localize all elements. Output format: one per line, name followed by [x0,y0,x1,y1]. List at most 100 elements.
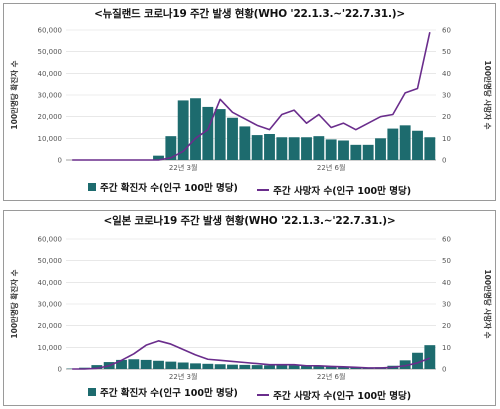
new-zealand-chart-panel: <뉴질랜드 코로나19 주간 발생 현황(WHO '22.1.3.~'22.7.… [3,3,496,201]
bar [165,136,177,160]
y-tick-label: 60,000 [38,236,63,244]
y2-tick-label: 50 [442,257,451,265]
legend-line-swatch [257,189,270,191]
bar [214,109,226,160]
x-tick-label: 22년 3월 [169,163,197,172]
bar [325,366,337,369]
bar [399,360,411,369]
legend-bar-swatch [87,388,96,396]
deaths-line [72,31,431,161]
legend-item-cases: 주간 확진자 수(인구 100만 명당) [87,385,238,399]
y2-tick-label: 0 [442,157,446,165]
y-tick-label: 50,000 [38,48,63,56]
legend-bar-swatch [87,183,96,191]
bar [375,138,386,160]
y-tick-label: 10,000 [38,344,63,352]
y2-tick-label: 20 [442,322,451,330]
bar [251,135,263,160]
legend-line-swatch [257,394,270,396]
bar [276,137,288,160]
bar [325,139,337,160]
y-tick-label: 40,000 [38,279,63,287]
y2-tick-label: 60 [442,27,451,35]
y-tick-label: 50,000 [38,257,63,265]
legend-label-cases: 주간 확진자 수(인구 100만 명당) [99,388,238,399]
bar [190,98,201,160]
bar [202,363,214,369]
x-tick-label: 22년 6월 [317,372,345,381]
y-tick-label: 60,000 [38,27,63,35]
y2-tick-label: 60 [442,236,451,244]
legend-item-deaths: 주간 사망자 수(인구 100만 명당) [257,183,411,197]
bar [239,126,251,160]
y2-tick-label: 40 [442,279,451,287]
bar [264,134,275,160]
new-zealand-chart: 0 10,000 20,000 30,000 40,000 50,000 60,000 0 10… [9,27,493,173]
y-tick-label: 0 [58,366,62,374]
bar [412,352,423,369]
bar [165,361,177,369]
bar [128,359,140,369]
y-tick-label: 40,000 [38,70,63,78]
bar [177,100,189,160]
y-tick-label: 10,000 [38,135,63,143]
y2-axis-label: 100만명당 사망자 수 [483,60,493,129]
japan-chart-panel: <일본 코로나19 주간 발생 현황(WHO '22.1.3.~'22.7.31… [3,210,496,406]
bar [301,137,312,160]
legend-item-cases: 주간 확진자 수(인구 100만 명당) [87,180,238,194]
bar [338,366,349,369]
y2-tick-label: 0 [442,366,446,374]
y-tick-label: 20,000 [38,113,63,121]
bar [338,140,349,160]
legend-label-deaths: 주간 사망자 수(인구 100만 명당) [273,391,412,402]
bar [424,137,436,160]
chart-title: <일본 코로나19 주간 발생 현황(WHO '22.1.3.~'22.7.31… [103,215,396,227]
y-tick-label: 20,000 [38,322,63,330]
y2-tick-label: 30 [442,301,451,309]
bar [301,365,312,369]
bar [399,125,411,160]
bar [227,364,238,369]
bar [288,137,300,160]
y-tick-label: 30,000 [38,301,63,309]
y2-tick-label: 50 [442,48,451,56]
bar [362,144,374,160]
chart-legend: 주간 확진자 수(인구 100만 명당) 주간 사망자 수(인구 100만 명당… [4,180,495,197]
legend-label-cases: 주간 확진자 수(인구 100만 명당) [99,183,238,194]
y2-tick-label: 40 [442,70,451,78]
bar [91,365,103,369]
bar [288,365,300,369]
bar [412,130,423,160]
bar [350,144,362,160]
y2-tick-label: 20 [442,113,451,121]
bar [177,362,189,369]
y-axis-label: 100만명당 확진자 수 [9,60,19,129]
bar [190,363,201,369]
bar [140,359,152,369]
legend-item-deaths: 주간 사망자 수(인구 100만 명당) [257,388,411,402]
bar [153,360,164,369]
y-tick-label: 30,000 [38,92,63,100]
bar [387,128,399,160]
chart-title: <뉴질랜드 코로나19 주간 발생 현황(WHO '22.1.3.~'22.7.… [94,8,405,20]
bar [350,367,362,369]
bar [116,359,127,369]
y2-tick-label: 10 [442,344,451,352]
y-tick-label: 0 [58,157,62,165]
bar [214,364,226,369]
x-tick-label: 22년 6월 [317,163,345,172]
y2-tick-label: 10 [442,135,451,143]
bar [276,365,288,369]
bar [239,364,251,369]
bar [313,136,325,160]
y2-tick-label: 30 [442,92,451,100]
x-tick-label: 22년 3월 [169,372,197,381]
y-axis-label: 100만명당 확진자 수 [9,269,19,338]
legend-label-deaths: 주간 사망자 수(인구 100만 명당) [273,186,412,197]
bar [313,365,325,369]
bar [264,365,275,369]
bar [227,117,238,160]
bar [251,365,263,369]
japan-chart: 0 10,000 20,000 30,000 40,000 50,000 60,000 0 10… [9,236,493,382]
deaths-line [72,340,431,370]
